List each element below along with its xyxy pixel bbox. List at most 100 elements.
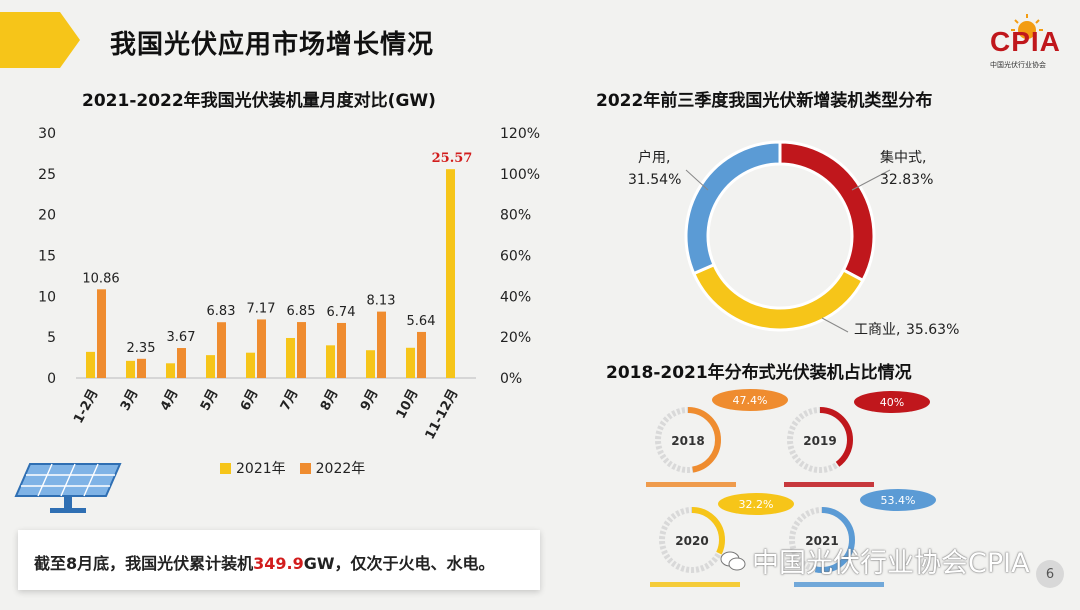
wechat-icon	[720, 551, 746, 570]
small-donut-value-2021: 53.4%	[881, 494, 916, 507]
small-donuts-title: 2018-2021年分布式光伏装机占比情况	[606, 363, 912, 383]
donut-label-value: 32.83%	[880, 172, 933, 188]
donut-label-value: 35.63%	[906, 322, 959, 338]
small-donut-base-2018	[646, 482, 736, 487]
bar-2021年-5月	[206, 355, 215, 378]
y-left-tick: 20	[38, 208, 56, 224]
donut-chart-title: 2022年前三季度我国光伏新增装机类型分布	[596, 91, 933, 111]
x-tick-label: 10月	[394, 387, 422, 421]
y-left-tick: 0	[47, 371, 56, 387]
bar-2021年-1-2月	[86, 351, 95, 378]
wechat-watermark: 中国光伏行业协会CPIA	[720, 541, 1030, 580]
x-tick-label: 3月	[118, 387, 142, 414]
bar-2021年-3月	[126, 360, 135, 378]
data-label: 5.64	[407, 314, 436, 329]
data-label: 2.35	[127, 341, 156, 356]
bar-2022年-10月	[417, 331, 426, 378]
bar-2022年-7月	[297, 322, 306, 378]
x-tick-label: 7月	[278, 387, 302, 414]
bar-chart-title: 2021-2022年我国光伏装机量月度对比(GW)	[82, 91, 436, 111]
summary-note: 截至8月底，我国光伏累计装机349.9GW，仅次于火电、水电。	[34, 550, 495, 574]
leader-line-0	[851, 169, 891, 191]
donut-label-name: 户用,	[638, 149, 670, 166]
small-donut-year-2018: 2018	[671, 434, 704, 448]
donut-label-name: 集中式,	[880, 149, 926, 166]
title-accent-bar	[0, 12, 80, 68]
summary-note-box: 截至8月底，我国光伏累计装机349.9GW，仅次于火电、水电。	[18, 530, 540, 590]
small-donut-arc-2021	[789, 507, 855, 573]
page-title: 我国光伏应用市场增长情况	[110, 30, 435, 60]
leader-line-2	[685, 169, 709, 191]
small-donut-base-2021	[794, 582, 884, 587]
bar-2021年-10月	[406, 347, 415, 378]
data-label: 25.57	[432, 151, 473, 166]
small-donut-year-2021: 2021	[805, 534, 838, 548]
bar-2022年-9月	[377, 311, 386, 378]
small-donut-bubble-2020	[718, 493, 794, 515]
x-tick-label: 5月	[198, 387, 222, 414]
y-right-tick: 60%	[500, 249, 531, 265]
small-donut-year-2020: 2020	[675, 534, 708, 548]
small-donut-value-2019: 40%	[880, 396, 904, 409]
small-donut-value-2020: 32.2%	[739, 498, 774, 511]
small-donut-arc-2020	[659, 507, 725, 573]
small-donut-value-2018: 47.4%	[733, 394, 768, 407]
donut-label-value: 31.54%	[628, 172, 681, 188]
data-label: 7.17	[247, 301, 276, 316]
bar-2022年-1-2月	[97, 289, 106, 378]
legend-label-2022: 2022年	[315, 461, 366, 477]
y-right-tick: 120%	[500, 126, 540, 142]
legend-swatch-2021	[220, 462, 231, 474]
y-left-tick: 15	[38, 249, 56, 265]
y-left-tick: 30	[38, 126, 56, 142]
bar-2022年-6月	[257, 319, 266, 378]
data-label: 6.85	[287, 304, 316, 319]
data-label: 6.83	[207, 304, 236, 319]
bar-2021年-11-12月	[446, 169, 455, 378]
donut-slice-1	[691, 262, 865, 332]
monthly-install-bar-chart: 0 5 10 15 20 25 30 0% 20% 40% 60% 80% 100% 120% 10.86 1…	[38, 126, 540, 442]
solar-panel-icon	[14, 463, 122, 513]
cpia-logo-icon	[1011, 14, 1043, 39]
x-tick-label: 11-12月	[423, 387, 462, 442]
y-right-tick: 20%	[500, 330, 531, 346]
y-right-tick: 0%	[500, 371, 522, 387]
data-label: 3.67	[167, 330, 196, 345]
data-label: 8.13	[367, 294, 396, 309]
donut-label-name: 工商业,	[854, 322, 900, 338]
logo-text: CPIA	[990, 26, 1061, 57]
install-type-donut-chart: 集中式, 32.83% 工商业, 35.63% 户用, 31.54%	[628, 140, 959, 338]
data-label: 10.86	[82, 271, 119, 286]
y-left-tick: 25	[38, 167, 56, 183]
x-tick-label: 6月	[238, 387, 262, 414]
summary-suffix: GW，仅次于火电、水电。	[303, 554, 495, 573]
small-donut-base-2019	[784, 482, 874, 487]
y-left-tick: 5	[47, 330, 56, 346]
bar-2021年-9月	[366, 350, 375, 378]
small-donut-base-2020	[650, 582, 740, 587]
small-donut-bubble-2019	[854, 391, 930, 413]
watermark-text: 中国光伏行业协会CPIA	[752, 548, 1030, 579]
x-tick-label: 4月	[158, 387, 182, 414]
bar-chart-legend: 2021年 2022年	[220, 458, 365, 478]
x-tick-label: 8月	[318, 387, 342, 414]
bar-2021年-7月	[286, 337, 295, 378]
legend-item-2022: 2022年	[299, 458, 366, 478]
x-tick-label: 1-2月	[71, 387, 101, 426]
leader-line-1	[821, 317, 849, 333]
small-donut-year-2019: 2019	[803, 434, 836, 448]
legend-item-2021: 2021年	[220, 458, 286, 478]
bar-2022年-8月	[337, 322, 346, 378]
bar-2021年-8月	[326, 345, 335, 378]
data-label: 6.74	[327, 305, 356, 320]
bar-2022年-4月	[177, 348, 186, 378]
x-tick-label: 9月	[358, 387, 382, 414]
y-right-tick: 80%	[500, 208, 531, 224]
bar-2021年-4月	[166, 363, 175, 378]
small-donut-bubble-2018	[712, 389, 788, 411]
legend-swatch-2022	[299, 462, 311, 474]
y-left-tick: 10	[38, 289, 56, 305]
distributed-share-donuts: 2018 47.4% 2019 40% 2020 32.2% 2021 53.4%	[646, 389, 936, 587]
bar-2022年-5月	[217, 322, 226, 378]
summary-prefix: 截至8月底，我国光伏累计装机	[34, 554, 254, 573]
